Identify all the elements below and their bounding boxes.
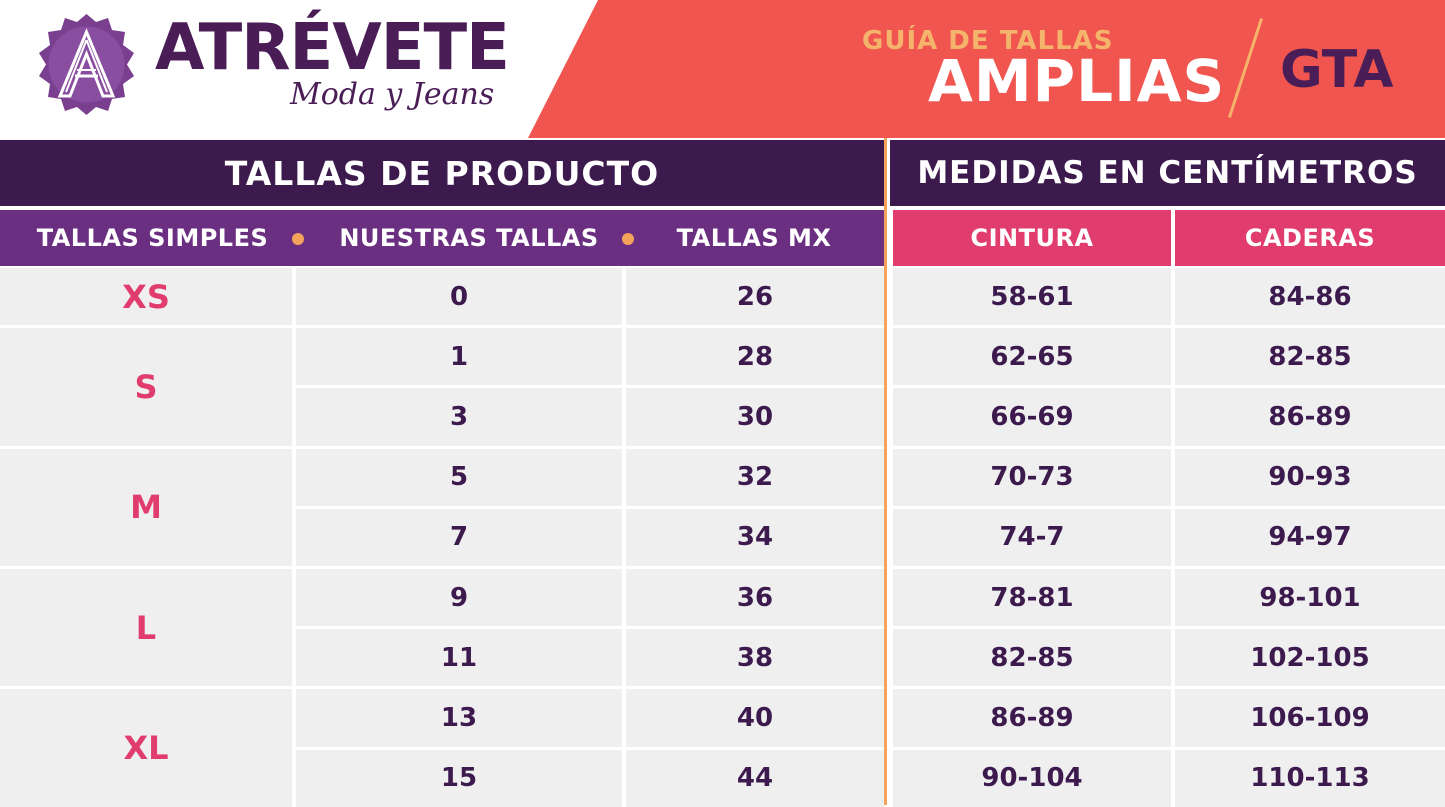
column-header-our-sizes: NUESTRAS TALLAS xyxy=(339,224,599,252)
title-banner xyxy=(528,0,1445,138)
waist-cell: 74-7 xyxy=(893,508,1171,566)
brand-logo xyxy=(34,12,139,117)
hips-cell: 94-97 xyxy=(1175,508,1445,566)
separator-dot-icon xyxy=(622,233,634,245)
mx-size-cell: 36 xyxy=(626,569,884,627)
simple-size-cell: M xyxy=(0,448,292,566)
our-size-cell: 13 xyxy=(296,689,622,747)
brand-tagline: Moda y Jeans xyxy=(290,77,495,112)
column-header-simple-sizes: TALLAS SIMPLES xyxy=(36,224,269,252)
waist-cell: 70-73 xyxy=(893,448,1171,506)
mx-size-cell: 28 xyxy=(626,328,884,386)
waist-cell: 62-65 xyxy=(893,328,1171,386)
hips-cell: 102-105 xyxy=(1175,629,1445,687)
banner-title: AMPLIAS xyxy=(928,47,1226,115)
separator-dot-icon xyxy=(292,233,304,245)
banner-subtitle: GUÍA DE TALLAS xyxy=(862,26,1114,56)
hips-cell: 82-85 xyxy=(1175,328,1445,386)
waist-cell: 78-81 xyxy=(893,569,1171,627)
mx-size-cell: 38 xyxy=(626,629,884,687)
waist-cell: 90-104 xyxy=(893,749,1171,807)
header: ATRÉVETE Moda y Jeans GUÍA DE TALLAS AMP… xyxy=(0,0,1445,138)
subheader-bar xyxy=(0,210,884,266)
mx-size-cell: 26 xyxy=(626,268,884,326)
banner-code: GTA xyxy=(1280,40,1394,100)
column-header-waist: CINTURA xyxy=(893,210,1171,266)
simple-size-cell: L xyxy=(0,569,292,687)
column-header-hips: CADERAS xyxy=(1175,210,1445,266)
our-size-cell: 0 xyxy=(296,268,622,326)
hips-cell: 86-89 xyxy=(1175,388,1445,446)
waist-cell: 58-61 xyxy=(893,268,1171,326)
hips-cell: 98-101 xyxy=(1175,569,1445,627)
hips-cell: 110-113 xyxy=(1175,749,1445,807)
mx-size-cell: 30 xyxy=(626,388,884,446)
our-size-cell: 7 xyxy=(296,508,622,566)
our-size-cell: 5 xyxy=(296,448,622,506)
our-size-cell: 11 xyxy=(296,629,622,687)
our-size-cell: 15 xyxy=(296,749,622,807)
waist-cell: 82-85 xyxy=(893,629,1171,687)
mx-size-cell: 32 xyxy=(626,448,884,506)
our-size-cell: 3 xyxy=(296,388,622,446)
hips-cell: 90-93 xyxy=(1175,448,1445,506)
simple-size-cell: XL xyxy=(0,689,292,807)
simple-size-cell: S xyxy=(0,328,292,446)
our-size-cell: 9 xyxy=(296,569,622,627)
our-size-cell: 1 xyxy=(296,328,622,386)
section-header-measurements: MEDIDAS EN CENTÍMETROS xyxy=(890,140,1445,206)
waist-cell: 86-89 xyxy=(893,689,1171,747)
column-divider xyxy=(884,138,887,805)
mx-size-cell: 44 xyxy=(626,749,884,807)
hips-cell: 84-86 xyxy=(1175,268,1445,326)
mx-size-cell: 40 xyxy=(626,689,884,747)
column-header-mx-sizes: TALLAS MX xyxy=(676,224,832,252)
hips-cell: 106-109 xyxy=(1175,689,1445,747)
brand-name: ATRÉVETE xyxy=(155,11,510,85)
waist-cell: 66-69 xyxy=(893,388,1171,446)
simple-size-cell: XS xyxy=(0,268,292,326)
mx-size-cell: 34 xyxy=(626,508,884,566)
section-header-product-sizes: TALLAS DE PRODUCTO xyxy=(0,140,884,206)
logo-badge-icon xyxy=(39,14,134,115)
